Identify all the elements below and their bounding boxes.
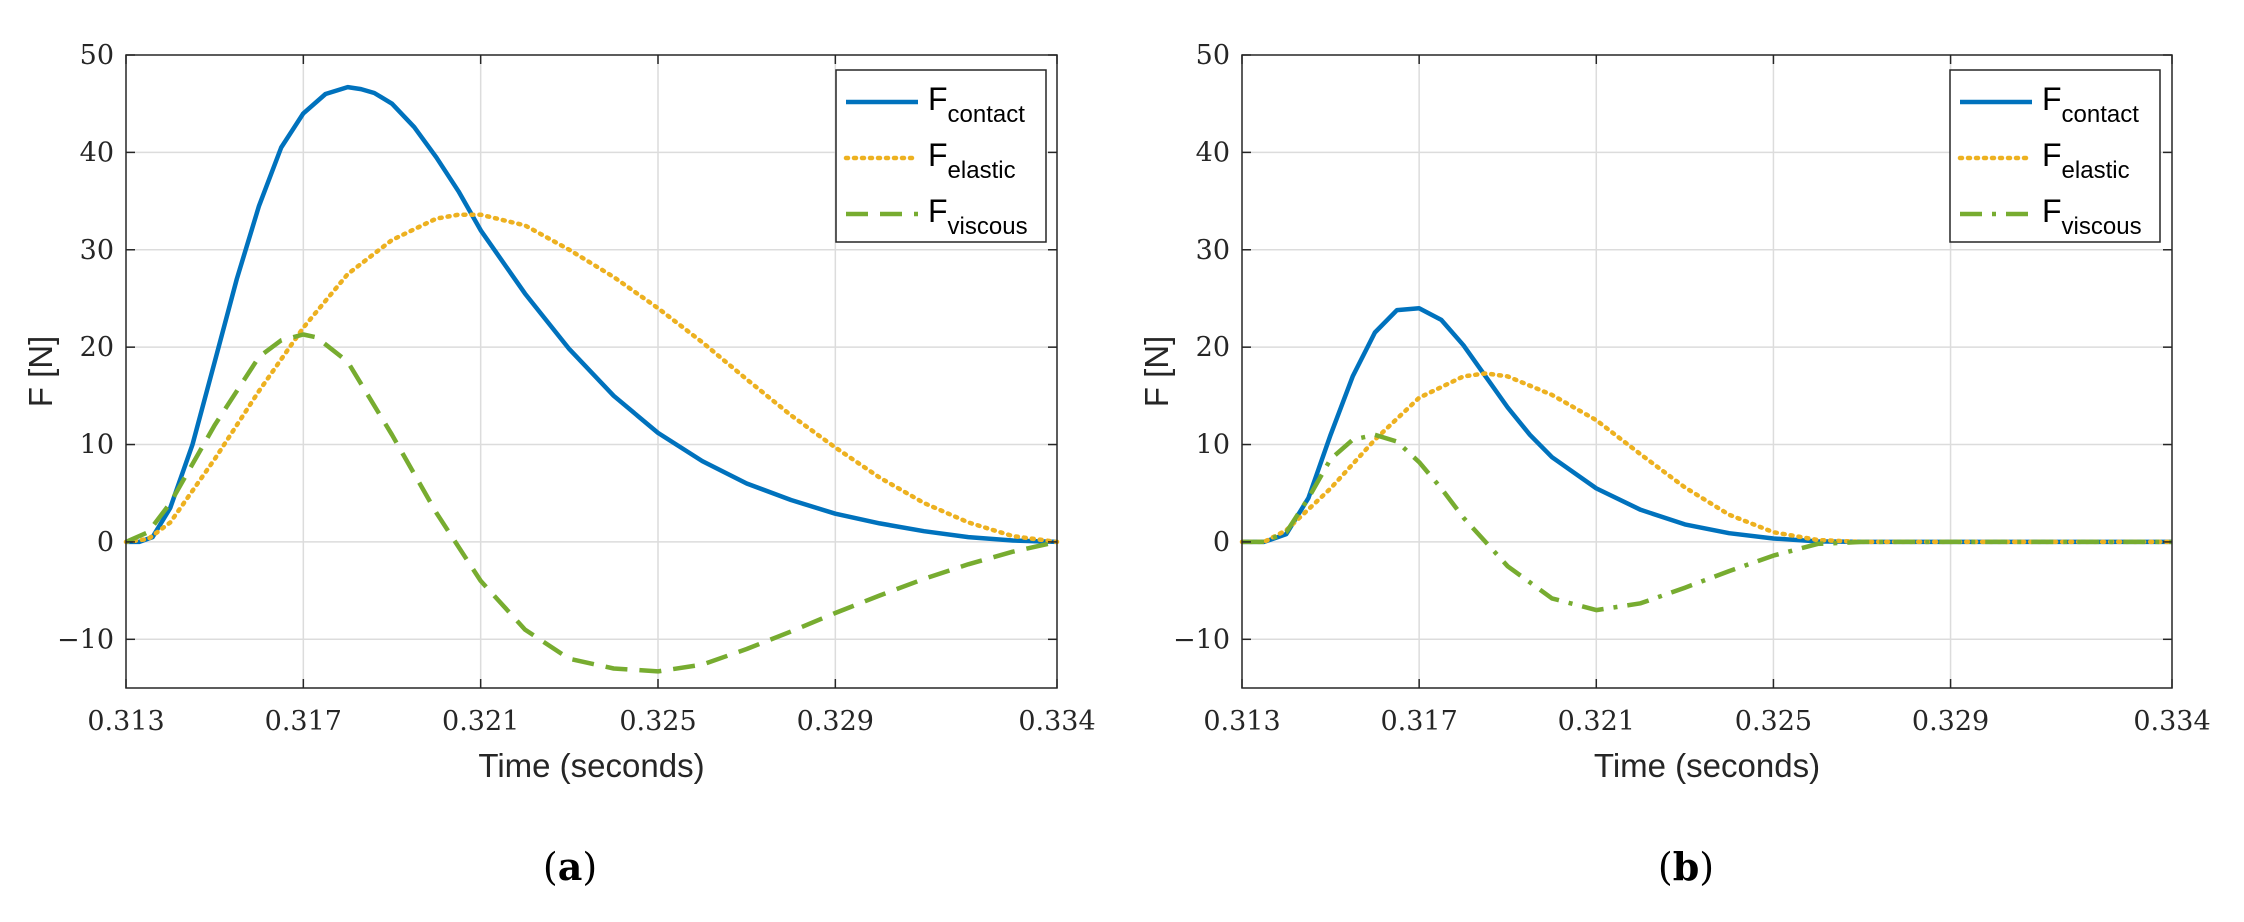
legend-symbol: F [928, 81, 948, 117]
y-tick-label: 40 [1196, 137, 1230, 168]
y-axis-label: F [N] [1138, 336, 1175, 408]
x-axis-label: Time (seconds) [478, 747, 704, 784]
y-tick-label: 10 [80, 430, 114, 461]
y-tick-label: 20 [80, 332, 114, 363]
legend-entry-viscous: Fviscous [928, 193, 1028, 240]
legend-symbol: F [2042, 193, 2062, 229]
y-tick-label: 0 [1213, 527, 1230, 558]
x-tick-label: 0.329 [1912, 706, 1989, 737]
axes-frame [1241, 54, 2173, 689]
panel-label: (b) [1658, 844, 1714, 889]
legend-entry-elastic: Felastic [2042, 137, 2130, 184]
series-line-viscous [125, 332, 1058, 674]
y-tick-label: 30 [80, 235, 114, 266]
legend-symbol: F [928, 137, 948, 173]
legend-subscript: elastic [948, 157, 1016, 184]
chart-panel-a: 0.313 0.317 0.321 0.325 0.329 0.334 −10 0 10 20 30… [22, 40, 1096, 889]
series-line-elastic [1239, 371, 2175, 545]
y-tick-label: 30 [1196, 235, 1230, 266]
legend-symbol: F [2042, 137, 2062, 173]
y-tick-label: 50 [80, 40, 114, 71]
legend-symbol: F [928, 193, 948, 229]
legend-entry-contact: Fcontact [2042, 81, 2139, 128]
y-axis-label: F [N] [22, 336, 59, 408]
x-tick-label: 0.334 [1018, 706, 1095, 737]
x-tick-label: 0.325 [1735, 706, 1812, 737]
y-tick-label: −10 [57, 624, 114, 655]
x-tick-label: 0.313 [1203, 706, 1280, 737]
legend-subscript: elastic [2062, 157, 2130, 184]
y-tick-label: −10 [1173, 624, 1230, 655]
chart-panel-b: 0.313 0.317 0.321 0.325 0.329 0.334 −10 0 10 20 30… [1138, 40, 2211, 889]
x-tick-label: 0.313 [87, 706, 164, 737]
legend-subscript: contact [948, 101, 1026, 128]
series-line-contact [1242, 305, 2172, 545]
series-line-viscous [1242, 432, 2172, 613]
x-axis-label: Time (seconds) [1594, 747, 1820, 784]
x-tick-label: 0.317 [265, 706, 342, 737]
legend-entry-elastic: Felastic [928, 137, 1016, 184]
y-tick-label: 50 [1196, 40, 1230, 71]
legend-subscript: contact [2062, 101, 2140, 128]
series-line-elastic [123, 212, 1060, 545]
y-tick-label: 20 [1196, 332, 1230, 363]
x-tick-label: 0.325 [619, 706, 696, 737]
y-tick-label: 40 [80, 137, 114, 168]
x-tick-label: 0.321 [1558, 706, 1635, 737]
legend-subscript: viscous [2062, 213, 2142, 240]
legend-entry-viscous: Fviscous [2042, 193, 2142, 240]
x-tick-label: 0.317 [1380, 706, 1457, 737]
legend-subscript: viscous [948, 213, 1028, 240]
axes-frame [125, 54, 1058, 689]
series-line-contact [126, 84, 1058, 545]
legend-symbol: F [2042, 81, 2062, 117]
panel-label: (a) [543, 844, 597, 889]
x-tick-label: 0.334 [2133, 706, 2210, 737]
legend-entry-contact: Fcontact [928, 81, 1025, 128]
x-tick-label: 0.321 [442, 706, 519, 737]
y-tick-label: 0 [97, 527, 114, 558]
y-tick-label: 10 [1196, 430, 1230, 461]
x-tick-label: 0.329 [797, 706, 874, 737]
